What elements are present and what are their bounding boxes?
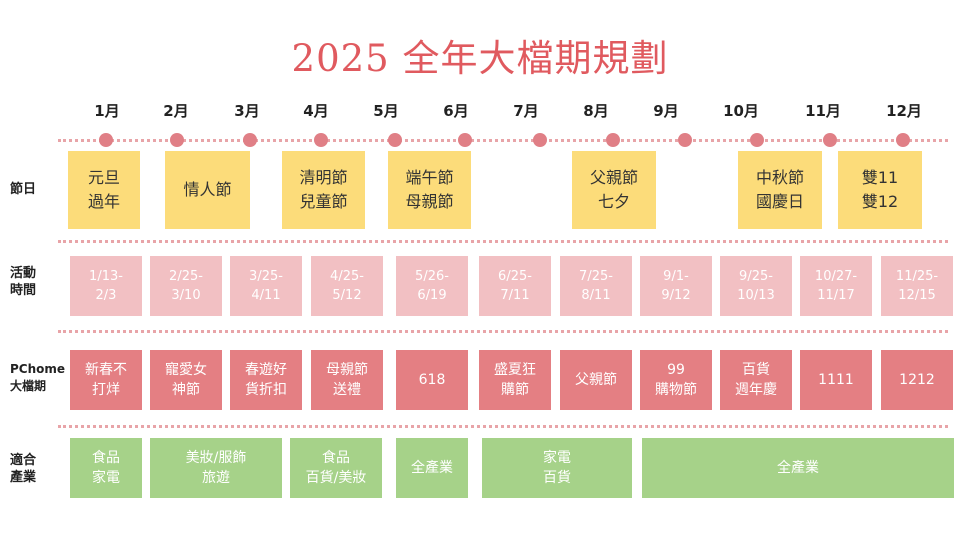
holiday-card: 中秋節 國慶日 <box>738 151 822 229</box>
period-card: 11/25- 12/15 <box>881 256 953 316</box>
holiday-card: 雙11 雙12 <box>838 151 922 229</box>
pchome-event-card: 母親節 送禮 <box>311 350 383 410</box>
row-label-industry: 適合 產業 <box>10 453 37 485</box>
row-divider <box>58 240 948 243</box>
period-card: 6/25- 7/11 <box>479 256 551 316</box>
month-label: 3月 <box>234 102 260 120</box>
pchome-event-card: 百貨 週年慶 <box>720 350 792 410</box>
period-card: 4/25- 5/12 <box>311 256 383 316</box>
industry-card: 食品 百貨/美妝 <box>290 438 382 498</box>
industry-card: 食品 家電 <box>70 438 142 498</box>
timeline-dot <box>896 133 910 147</box>
month-label: 5月 <box>373 102 399 120</box>
month-label: 6月 <box>443 102 469 120</box>
page-title: 2025 全年大檔期規劃 <box>291 37 669 80</box>
holiday-card: 端午節 母親節 <box>388 151 471 229</box>
month-label: 4月 <box>303 102 329 120</box>
row-divider <box>58 330 948 333</box>
industry-card: 全產業 <box>642 438 954 498</box>
period-card: 7/25- 8/11 <box>560 256 632 316</box>
industry-card: 美妝/服飾 旅遊 <box>150 438 282 498</box>
pchome-event-card: 新春不 打烊 <box>70 350 142 410</box>
timeline-dot <box>170 133 184 147</box>
period-card: 1/13- 2/3 <box>70 256 142 316</box>
industry-card: 家電 百貨 <box>482 438 632 498</box>
timeline-dot <box>533 133 547 147</box>
pchome-event-card: 1111 <box>800 350 872 410</box>
holiday-card: 元旦 過年 <box>68 151 140 229</box>
pchome-event-card: 618 <box>396 350 468 410</box>
timeline-dot <box>606 133 620 147</box>
pchome-event-card: 父親節 <box>560 350 632 410</box>
holiday-card: 父親節 七夕 <box>572 151 656 229</box>
month-label: 7月 <box>513 102 539 120</box>
row-label-period: 活動 時間 <box>10 266 37 298</box>
month-label: 2月 <box>163 102 189 120</box>
timeline-dot <box>99 133 113 147</box>
pchome-event-card: 盛夏狂 購節 <box>479 350 551 410</box>
pchome-event-card: 99 購物節 <box>640 350 712 410</box>
pchome-event-card: 寵愛女 神節 <box>150 350 222 410</box>
month-label: 12月 <box>886 102 922 120</box>
period-card: 5/26- 6/19 <box>396 256 468 316</box>
timeline-dot <box>314 133 328 147</box>
row-divider <box>58 425 948 428</box>
period-card: 9/25- 10/13 <box>720 256 792 316</box>
row-label-holiday: 節日 <box>10 182 37 197</box>
period-card: 3/25- 4/11 <box>230 256 302 316</box>
month-label: 11月 <box>805 102 841 120</box>
period-card: 10/27- 11/17 <box>800 256 872 316</box>
holiday-card: 情人節 <box>165 151 250 229</box>
month-label: 9月 <box>653 102 679 120</box>
timeline-dot <box>458 133 472 147</box>
timeline-divider <box>58 139 948 142</box>
timeline-dot <box>243 133 257 147</box>
timeline-dot <box>823 133 837 147</box>
pchome-event-card: 春遊好 貨折扣 <box>230 350 302 410</box>
industry-card: 全產業 <box>396 438 468 498</box>
period-card: 9/1- 9/12 <box>640 256 712 316</box>
pchome-event-card: 1212 <box>881 350 953 410</box>
month-label: 10月 <box>723 102 759 120</box>
holiday-card: 清明節 兒童節 <box>282 151 365 229</box>
month-label: 8月 <box>583 102 609 120</box>
timeline-dot <box>750 133 764 147</box>
timeline-dot <box>388 133 402 147</box>
row-label-pchome: PChome 大檔期 <box>10 362 66 393</box>
period-card: 2/25- 3/10 <box>150 256 222 316</box>
timeline-dot <box>678 133 692 147</box>
month-label: 1月 <box>94 102 120 120</box>
